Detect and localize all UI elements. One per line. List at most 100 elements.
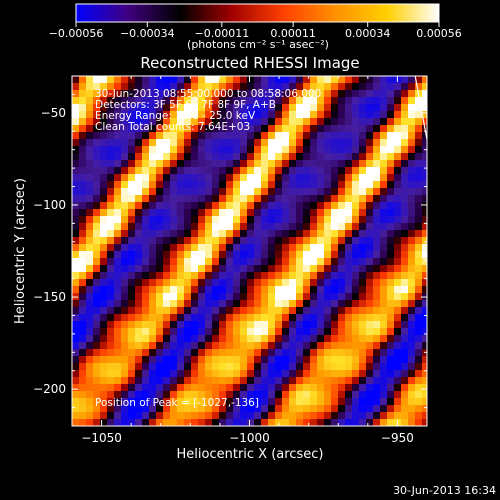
heatmap-cell	[142, 328, 150, 336]
heatmap-cell	[282, 314, 290, 322]
heatmap-cell	[79, 258, 87, 266]
heatmap-cell	[366, 132, 374, 140]
heatmap-cell	[163, 216, 171, 224]
heatmap-cell	[303, 167, 311, 175]
heatmap-cell	[240, 160, 248, 168]
heatmap-cell	[226, 314, 234, 322]
heatmap-cell	[401, 342, 409, 350]
heatmap-cell	[121, 286, 129, 294]
heatmap-cell	[303, 153, 311, 161]
heatmap-cell	[170, 398, 178, 406]
heatmap-cell	[72, 216, 80, 224]
heatmap-cell	[373, 314, 381, 322]
heatmap-cell	[107, 272, 115, 280]
heatmap-cell	[254, 272, 262, 280]
heatmap-cell	[380, 370, 388, 378]
heatmap-cell	[296, 286, 304, 294]
heatmap-cell	[254, 139, 262, 147]
heatmap-cell	[233, 293, 241, 301]
heatmap-cell	[184, 97, 192, 105]
heatmap-cell	[72, 335, 80, 343]
heatmap-cell	[401, 307, 409, 315]
heatmap-cell	[149, 293, 157, 301]
heatmap-cell	[247, 265, 255, 273]
heatmap-cell	[275, 195, 283, 203]
heatmap-cell	[268, 111, 276, 119]
heatmap-cell	[156, 76, 164, 84]
heatmap-cell	[317, 377, 325, 385]
heatmap-cell	[268, 272, 276, 280]
heatmap-cell	[79, 167, 87, 175]
heatmap-cell	[149, 328, 157, 336]
heatmap-cell	[275, 125, 283, 133]
heatmap-cell	[254, 132, 262, 140]
heatmap-cell	[401, 258, 409, 266]
heatmap-cell	[352, 83, 360, 91]
heatmap-cell	[233, 286, 241, 294]
heatmap-cell	[380, 286, 388, 294]
heatmap-cell	[86, 286, 94, 294]
heatmap-cell	[338, 251, 346, 259]
heatmap-cell	[233, 97, 241, 105]
heatmap-cell	[387, 118, 395, 126]
heatmap-cell	[170, 265, 178, 273]
heatmap-cell	[373, 76, 381, 84]
heatmap-cell	[317, 202, 325, 210]
heatmap-cell	[226, 349, 234, 357]
heatmap-cell	[352, 279, 360, 287]
heatmap-cell	[324, 286, 332, 294]
heatmap-cell	[324, 174, 332, 182]
heatmap-cell	[289, 258, 297, 266]
heatmap-cell	[394, 132, 402, 140]
heatmap-cell	[100, 384, 108, 392]
heatmap-cell	[317, 83, 325, 91]
heatmap-cell	[233, 223, 241, 231]
heatmap-cell	[415, 251, 423, 259]
heatmap-cell	[191, 104, 199, 112]
heatmap-cell	[233, 342, 241, 350]
heatmap-cell	[359, 265, 367, 273]
heatmap-cell	[233, 139, 241, 147]
heatmap-cell	[240, 279, 248, 287]
heatmap-cell	[338, 118, 346, 126]
heatmap-cell	[324, 384, 332, 392]
heatmap-cell	[324, 307, 332, 315]
heatmap-cell	[345, 405, 353, 413]
heatmap-cell	[303, 244, 311, 252]
heatmap-cell	[317, 125, 325, 133]
heatmap-cell	[254, 335, 262, 343]
heatmap-cell	[156, 279, 164, 287]
heatmap-cell	[219, 167, 227, 175]
heatmap-cell	[401, 244, 409, 252]
heatmap-cell	[345, 307, 353, 315]
heatmap-cell	[177, 342, 185, 350]
heatmap-cell	[261, 307, 269, 315]
heatmap-cell	[310, 132, 318, 140]
heatmap-cell	[296, 202, 304, 210]
heatmap-cell	[387, 167, 395, 175]
heatmap-cell	[86, 265, 94, 273]
heatmap-cell	[415, 335, 423, 343]
heatmap-cell	[345, 76, 353, 84]
heatmap-cell	[100, 286, 108, 294]
heatmap-cell	[394, 181, 402, 189]
heatmap-cell	[86, 251, 94, 259]
heatmap-cell	[373, 398, 381, 406]
heatmap-cell	[324, 125, 332, 133]
heatmap-cell	[310, 370, 318, 378]
heatmap-cell	[331, 300, 339, 308]
heatmap-cell	[345, 90, 353, 98]
heatmap-cell	[128, 300, 136, 308]
heatmap-cell	[198, 153, 206, 161]
heatmap-cell	[380, 97, 388, 105]
heatmap-cell	[233, 111, 241, 119]
heatmap-cell	[331, 139, 339, 147]
heatmap-cell	[72, 202, 80, 210]
heatmap-cell	[93, 139, 101, 147]
heatmap-cell	[240, 405, 248, 413]
heatmap-cell	[240, 174, 248, 182]
heatmap-cell	[149, 118, 157, 126]
heatmap-cell	[142, 300, 150, 308]
heatmap-cell	[177, 111, 185, 119]
heatmap-cell	[240, 153, 248, 161]
